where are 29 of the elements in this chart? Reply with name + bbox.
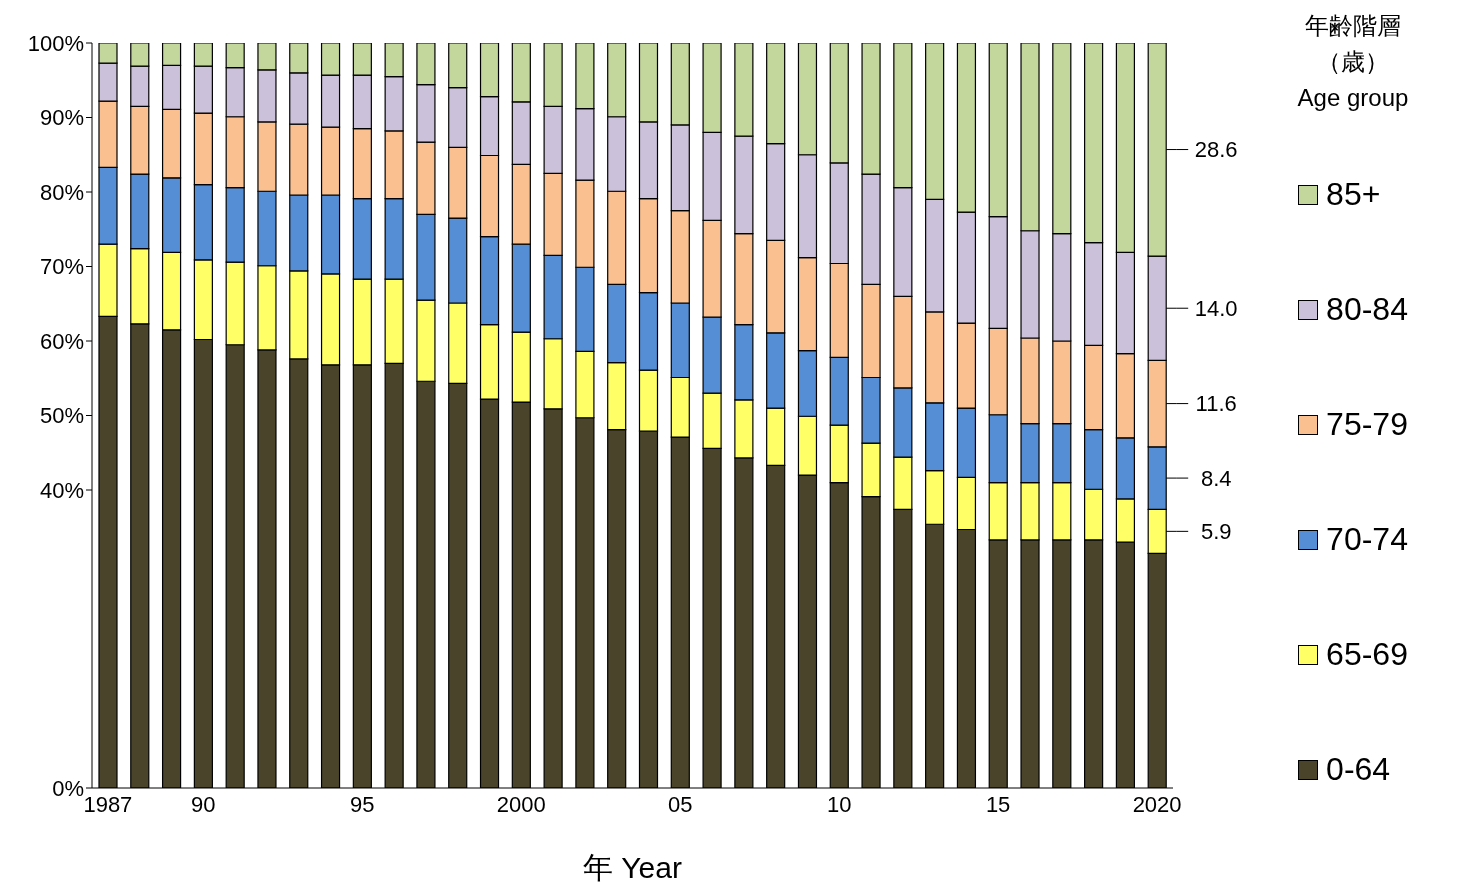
legend-title: 年齢階層（歳） Age group: [1296, 11, 1410, 113]
data-label: 8.4: [1200, 465, 1232, 491]
x-tick-label: 05: [667, 791, 693, 817]
y-tick-label: 90%: [39, 105, 84, 131]
legend-label: 0-64: [1326, 751, 1391, 788]
y-tick-label: 50%: [39, 403, 84, 429]
data-label: 28.6: [1194, 137, 1238, 163]
legend-label: 80-84: [1326, 291, 1408, 328]
x-tick-label: 2020: [1132, 791, 1182, 817]
y-tick-label: 80%: [39, 179, 84, 205]
x-tick-label: 90: [191, 791, 216, 817]
y-tick-label: 60%: [39, 328, 84, 354]
y-tick-label: 40%: [39, 477, 84, 503]
y-tick-label: 70%: [39, 254, 84, 280]
x-tick-label: 10: [826, 791, 852, 817]
data-label: 5.9: [1200, 518, 1232, 544]
x-tick-label: 1987: [83, 791, 133, 817]
x-axis-title: 年 Year: [583, 851, 682, 884]
data-label: 14.0: [1194, 295, 1238, 321]
legend-label: 75-79: [1326, 406, 1408, 443]
legend-label: 70-74: [1326, 521, 1408, 558]
y-tick-label: 100%: [27, 30, 84, 56]
x-tick-label: 95: [350, 791, 375, 817]
y-tick-label: 0%: [52, 775, 84, 801]
x-tick-label: 15: [985, 791, 1011, 817]
legend-label: 85+: [1326, 176, 1381, 213]
x-tick-label: 2000: [496, 791, 546, 817]
data-label: 11.6: [1195, 391, 1237, 417]
legend-label: 65-69: [1326, 636, 1408, 673]
